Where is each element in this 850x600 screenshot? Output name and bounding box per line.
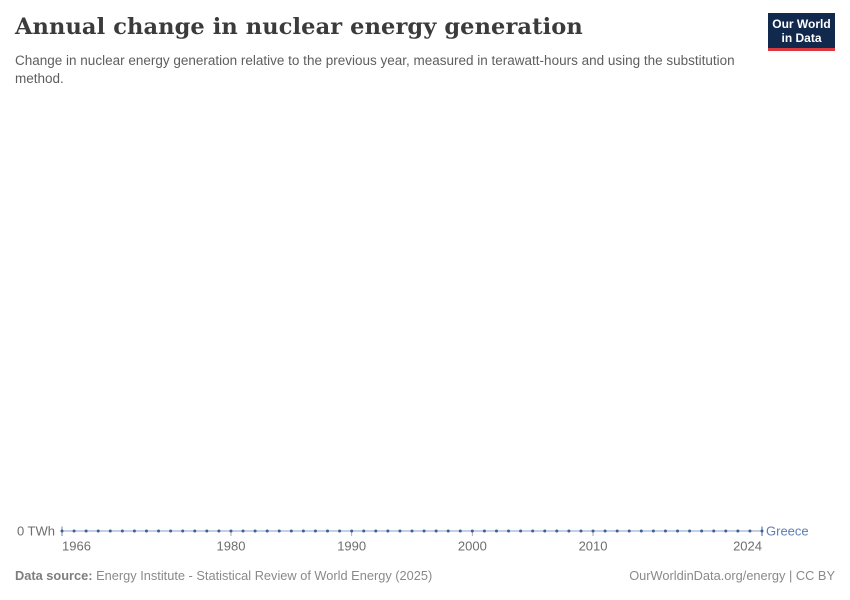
data-source-text: Energy Institute - Statistical Review of… xyxy=(92,568,433,583)
data-point-1986[interactable] xyxy=(301,529,305,533)
data-point-2017[interactable] xyxy=(676,529,680,533)
data-point-2002[interactable] xyxy=(494,529,498,533)
data-point-2023[interactable] xyxy=(748,529,752,533)
data-point-1966[interactable] xyxy=(60,529,64,533)
data-point-2022[interactable] xyxy=(736,529,740,533)
data-point-1973[interactable] xyxy=(144,529,148,533)
owid-logo-line1: Our World xyxy=(772,17,831,31)
data-point-1971[interactable] xyxy=(120,529,124,533)
data-point-2015[interactable] xyxy=(651,529,655,533)
data-point-2016[interactable] xyxy=(663,529,667,533)
x-axis-tick-label: 2024 xyxy=(733,539,762,554)
x-axis-tick-label: 2010 xyxy=(579,539,608,554)
x-axis-tick-label: 1990 xyxy=(337,539,366,554)
data-point-1990[interactable] xyxy=(350,529,354,533)
data-point-2000[interactable] xyxy=(470,529,474,533)
data-point-1972[interactable] xyxy=(132,529,136,533)
data-point-2004[interactable] xyxy=(519,529,523,533)
data-point-2024[interactable] xyxy=(760,529,764,533)
data-point-1994[interactable] xyxy=(398,529,402,533)
chart-plot-area[interactable]: 1966 1980 1990 2000 2010 2024 0 TWh Greece xyxy=(0,90,850,560)
chart-footer: Data source: Energy Institute - Statisti… xyxy=(15,568,835,583)
data-point-1998[interactable] xyxy=(446,529,450,533)
credit-link[interactable]: OurWorldinData.org/energy | CC BY xyxy=(629,568,835,583)
data-point-1987[interactable] xyxy=(313,529,317,533)
data-point-2010[interactable] xyxy=(591,529,595,533)
data-point-1996[interactable] xyxy=(422,529,426,533)
data-point-1970[interactable] xyxy=(108,529,112,533)
data-point-2013[interactable] xyxy=(627,529,631,533)
chart-subtitle: Change in nuclear energy generation rela… xyxy=(15,53,735,86)
data-point-1977[interactable] xyxy=(193,529,197,533)
line-chart-svg[interactable]: 1966 1980 1990 2000 2010 2024 0 TWh Greece xyxy=(0,480,850,570)
x-axis-tick-label: 1980 xyxy=(217,539,246,554)
data-point-2001[interactable] xyxy=(482,529,486,533)
data-point-1988[interactable] xyxy=(326,529,330,533)
data-point-2006[interactable] xyxy=(543,529,547,533)
data-point-1989[interactable] xyxy=(338,529,342,533)
data-point-1967[interactable] xyxy=(72,529,76,533)
page-title: Annual change in nuclear energy generati… xyxy=(15,14,583,40)
owid-logo[interactable]: Our World in Data xyxy=(768,13,835,51)
data-point-2009[interactable] xyxy=(579,529,583,533)
data-point-1974[interactable] xyxy=(157,529,161,533)
data-point-1982[interactable] xyxy=(253,529,257,533)
owid-logo-line2: in Data xyxy=(781,31,822,45)
data-point-1997[interactable] xyxy=(434,529,438,533)
data-point-1976[interactable] xyxy=(181,529,185,533)
data-point-2020[interactable] xyxy=(712,529,716,533)
data-point-1991[interactable] xyxy=(362,529,366,533)
data-point-1999[interactable] xyxy=(458,529,462,533)
y-axis-label: 0 TWh xyxy=(17,524,55,539)
data-point-1984[interactable] xyxy=(277,529,281,533)
data-point-2019[interactable] xyxy=(700,529,704,533)
data-point-1983[interactable] xyxy=(265,529,269,533)
data-source: Data source: Energy Institute - Statisti… xyxy=(15,568,432,583)
data-point-1979[interactable] xyxy=(217,529,221,533)
data-point-2007[interactable] xyxy=(555,529,559,533)
data-point-1995[interactable] xyxy=(410,529,414,533)
data-point-1993[interactable] xyxy=(386,529,390,533)
data-point-1981[interactable] xyxy=(241,529,245,533)
data-source-label: Data source: xyxy=(15,568,93,583)
data-point-2012[interactable] xyxy=(615,529,619,533)
data-point-2018[interactable] xyxy=(688,529,692,533)
data-point-2014[interactable] xyxy=(639,529,643,533)
x-axis-tick-label: 2000 xyxy=(458,539,487,554)
data-point-2008[interactable] xyxy=(567,529,571,533)
data-point-1985[interactable] xyxy=(289,529,293,533)
x-axis-tick-label: 1966 xyxy=(62,539,91,554)
data-point-1978[interactable] xyxy=(205,529,209,533)
data-point-2021[interactable] xyxy=(724,529,728,533)
data-point-2011[interactable] xyxy=(603,529,607,533)
data-point-2003[interactable] xyxy=(507,529,511,533)
data-point-1975[interactable] xyxy=(169,529,173,533)
data-point-1992[interactable] xyxy=(374,529,378,533)
series-end-label-greece[interactable]: Greece xyxy=(766,524,809,539)
data-point-1969[interactable] xyxy=(96,529,100,533)
data-point-1968[interactable] xyxy=(84,529,88,533)
data-point-2005[interactable] xyxy=(531,529,535,533)
data-point-1980[interactable] xyxy=(229,529,233,533)
